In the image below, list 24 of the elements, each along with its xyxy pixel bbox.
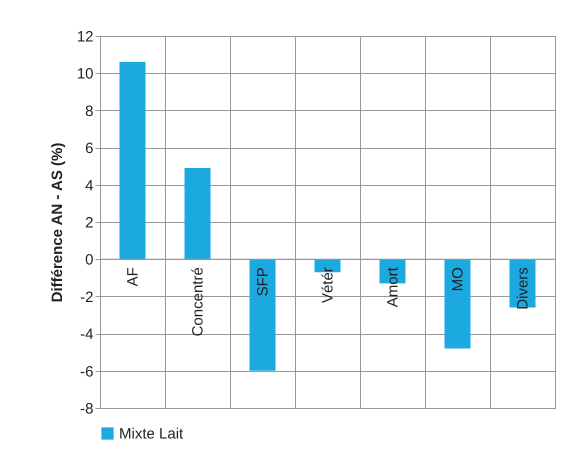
x-tick-label: SFP bbox=[254, 267, 272, 296]
bar bbox=[120, 62, 146, 260]
x-tick-label: MO bbox=[450, 267, 466, 292]
legend-label: Mixte Lait bbox=[119, 426, 184, 442]
y-tick-label: 8 bbox=[85, 102, 94, 120]
bar bbox=[250, 259, 276, 371]
x-tick-label: Amort bbox=[384, 266, 402, 308]
y-tick-label: -2 bbox=[80, 288, 94, 306]
x-tick-label: AF bbox=[124, 267, 142, 286]
bar bbox=[444, 259, 470, 348]
y-axis-title: Différence AN - AS (%) bbox=[48, 142, 66, 302]
x-tick-label: Vétér bbox=[320, 267, 336, 304]
x-tick-label: Concentré bbox=[190, 267, 206, 336]
y-tick-label: 2 bbox=[85, 214, 94, 232]
y-tick-label: 4 bbox=[85, 177, 94, 194]
bar bbox=[184, 168, 210, 260]
y-tick-label: 6 bbox=[85, 140, 94, 158]
y-tick-label: -4 bbox=[80, 326, 94, 344]
x-tick-label: Divers bbox=[514, 267, 532, 310]
y-tick-label: 12 bbox=[76, 28, 94, 46]
y-tick-label: -8 bbox=[80, 400, 94, 418]
y-tick-label: 10 bbox=[76, 66, 94, 83]
y-tick-label: -6 bbox=[80, 363, 94, 380]
y-tick-label: 0 bbox=[85, 252, 94, 269]
